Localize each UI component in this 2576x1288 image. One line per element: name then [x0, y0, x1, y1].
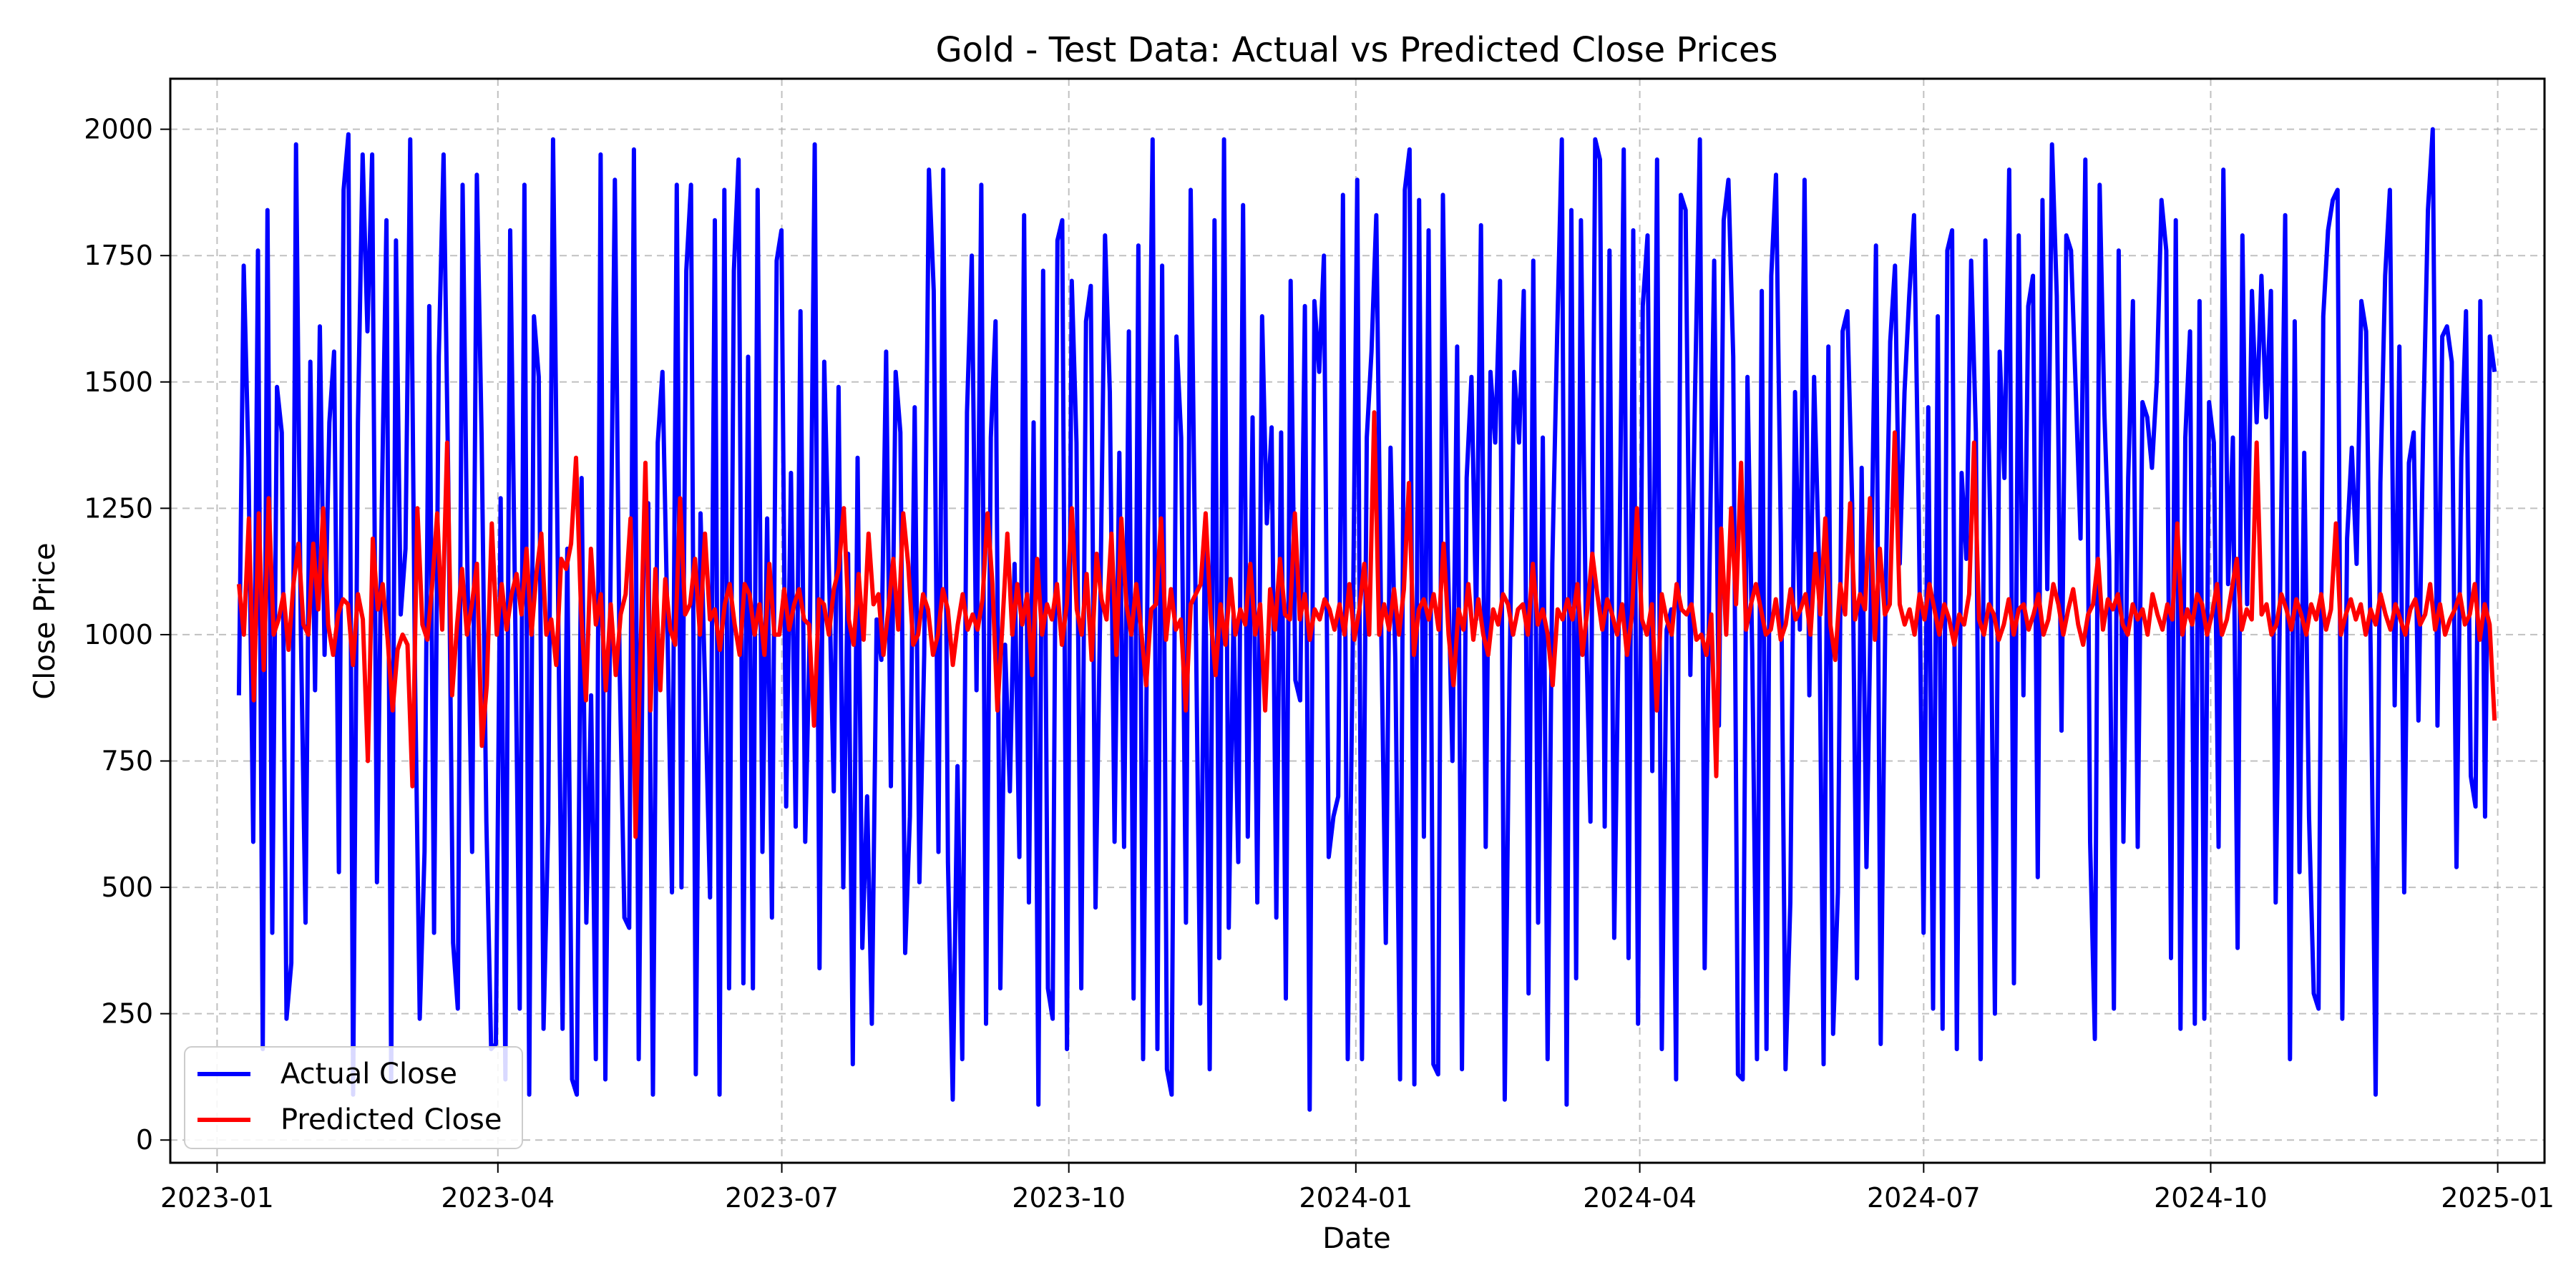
y-axis-label: Close Price [29, 542, 62, 699]
y-tick-label: 500 [101, 872, 153, 903]
legend: Actual Close Predicted Close [184, 1046, 523, 1149]
y-tick-label: 1000 [84, 619, 153, 650]
legend-label-predicted: Predicted Close [280, 1103, 502, 1136]
plot-frame [169, 77, 2546, 1164]
x-axis-label: Date [1322, 1222, 1391, 1255]
x-tick-label: 2025-01 [2441, 1182, 2555, 1214]
x-tick-label: 2024-07 [1867, 1182, 1981, 1214]
chart-title: Gold - Test Data: Actual vs Predicted Cl… [935, 30, 1777, 70]
x-tick-label: 2024-10 [2154, 1182, 2268, 1214]
x-axis-ticks: 2023-01 2023-04 2023-07 2023-10 2024-01 2024-… [160, 1163, 2555, 1214]
x-tick-label: 2023-10 [1012, 1182, 1126, 1214]
y-tick-label: 1500 [84, 366, 153, 398]
y-tick-label: 0 [136, 1124, 153, 1156]
actual-close-line [236, 127, 2497, 1112]
legend-box [184, 1046, 523, 1149]
legend-label-actual: Actual Close [280, 1058, 457, 1091]
y-tick-label: 250 [101, 998, 153, 1030]
x-tick-label: 2024-01 [1299, 1182, 1413, 1214]
y-axis-ticks: 0 250 500 750 1000 1250 1500 1750 2000 [84, 114, 170, 1156]
y-tick-label: 1750 [84, 240, 153, 271]
x-tick-label: 2023-01 [160, 1182, 274, 1214]
y-tick-label: 750 [101, 745, 153, 776]
y-tick-label: 1250 [84, 492, 153, 524]
series-lines [236, 127, 2497, 1112]
x-tick-label: 2023-04 [441, 1182, 555, 1214]
y-tick-label: 2000 [84, 114, 153, 145]
x-tick-label: 2024-04 [1583, 1182, 1697, 1214]
predicted-close-line [236, 410, 2497, 839]
x-tick-label: 2023-07 [725, 1182, 839, 1214]
